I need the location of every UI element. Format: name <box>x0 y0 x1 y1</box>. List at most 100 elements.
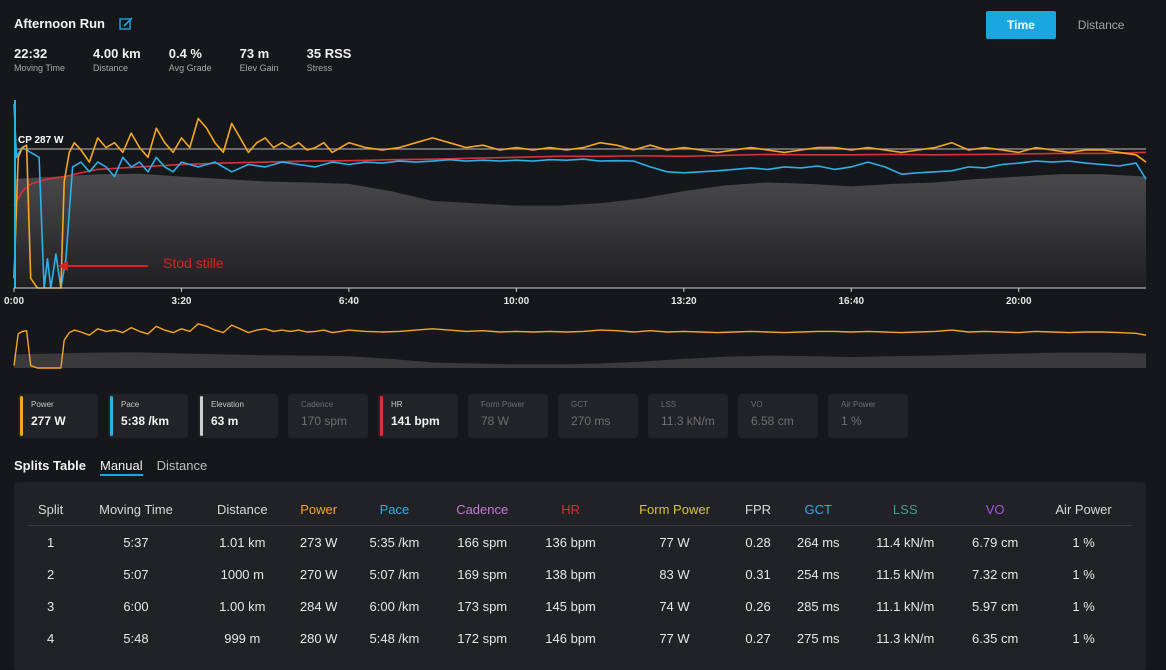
column-header[interactable]: LSS <box>855 494 956 526</box>
column-header[interactable]: FPR <box>734 494 782 526</box>
x-tick-label: 3:20 <box>171 296 191 307</box>
stat-label: Elev Gain <box>239 63 279 73</box>
table-row[interactable]: 2 5:07 1000 m 270 W 5:07 /km 169 spm 138 bpm 83… <box>28 558 1132 590</box>
distance-toggle-button[interactable]: Distance <box>1077 18 1125 32</box>
column-header[interactable]: Air Power <box>1035 494 1132 526</box>
table-row[interactable]: 1 5:37 1.01 km 273 W 5:35 /km 166 spm 136 bpm 7… <box>28 526 1132 559</box>
stat-item: 22:32 Moving Time <box>14 46 65 73</box>
time-toggle-button[interactable]: Time <box>986 11 1056 39</box>
column-header[interactable]: VO <box>955 494 1036 526</box>
column-header[interactable]: Form Power <box>614 494 735 526</box>
metric-cards: Power 277 W Pace 5:38 /km Elevation 63 m Caden… <box>18 394 908 438</box>
table-cell: 6:00 /km <box>369 598 420 614</box>
power-series-line <box>13 117 1147 289</box>
table-cell: 5:07 <box>123 566 149 582</box>
overview-chart[interactable] <box>0 314 1166 370</box>
table-cell: 0.26 <box>745 598 771 614</box>
table-cell: 4 <box>47 630 55 646</box>
table-cell: 145 bpm <box>545 598 596 614</box>
metric-label: Power <box>31 400 54 409</box>
stat-value: 22:32 <box>14 46 48 61</box>
metric-value: 1 % <box>841 414 862 428</box>
table-cell: 5:07 /km <box>369 566 420 582</box>
table-cell: 169 spm <box>457 566 508 582</box>
table-cell: 5:37 <box>123 534 149 550</box>
column-header[interactable]: Power <box>285 494 352 526</box>
column-header[interactable]: Cadence <box>437 494 527 526</box>
table-cell: 172 spm <box>457 630 508 646</box>
table-cell: 2 <box>47 566 55 582</box>
metric-value: 6.58 cm <box>751 414 794 428</box>
metric-value: 5:38 /km <box>121 414 170 428</box>
table-cell: 0.31 <box>745 566 771 582</box>
metric-card-elevation[interactable]: Elevation 63 m <box>198 394 278 438</box>
table-cell: 1 % <box>1072 598 1095 614</box>
column-header[interactable]: Distance <box>198 494 286 526</box>
stat-item: 73 m Elev Gain <box>240 46 279 73</box>
table-row[interactable]: 3 6:00 1.00 km 284 W 6:00 /km 173 spm 145 bpm 7… <box>28 590 1132 622</box>
metric-color-bar <box>20 396 23 436</box>
metric-value: 78 W <box>481 414 510 428</box>
metric-label: GCT <box>571 400 588 409</box>
elevation-area <box>14 173 1146 288</box>
table-cell: 1 % <box>1072 534 1095 550</box>
overview-power-line <box>13 323 1147 369</box>
table-cell: 273 W <box>299 534 338 550</box>
metric-card-pace[interactable]: Pace 5:38 /km <box>108 394 188 438</box>
table-cell: 1 % <box>1072 566 1095 582</box>
pace-series-line <box>13 103 1147 289</box>
metric-card-hr[interactable]: HR 141 bpm <box>378 394 458 438</box>
metric-card-lss[interactable]: LSS 11.3 kN/m <box>648 394 728 438</box>
activity-header: Afternoon Run <box>14 16 133 31</box>
stat-item: 0.4 % Avg Grade <box>169 46 212 73</box>
metric-card-cadence[interactable]: Cadence 170 spm <box>288 394 368 438</box>
metric-color-bar <box>380 396 383 436</box>
tab-distance[interactable]: Distance <box>156 458 208 473</box>
table-cell: 5:35 /km <box>369 534 420 550</box>
table-cell: 138 bpm <box>545 566 596 582</box>
table-cell: 146 bpm <box>545 630 596 646</box>
metric-card-form-power[interactable]: Form Power 78 W <box>468 394 548 438</box>
stat-value: 4.00 km <box>93 46 141 61</box>
table-cell: 11.5 kN/m <box>876 566 935 582</box>
tab-manual[interactable]: Manual <box>100 458 143 476</box>
table-row[interactable]: 4 5:48 999 m 280 W 5:48 /km 172 spm 146 bpm 77 … <box>28 622 1132 654</box>
x-tick-label: 10:00 <box>504 296 530 307</box>
activity-stats: 22:32 Moving Time 4.00 km Distance 0.4 % Avg … <box>14 46 379 73</box>
stat-value: 0.4 % <box>168 46 202 61</box>
table-header-row: Split Moving Time Distance Power Pace Cadence… <box>28 494 1132 526</box>
table-cell: 6.35 cm <box>972 630 1019 646</box>
metric-value: 170 spm <box>301 414 348 428</box>
column-header[interactable]: HR <box>527 494 615 526</box>
column-header[interactable]: Pace <box>351 494 438 526</box>
table-cell: 284 W <box>299 598 338 614</box>
main-chart[interactable]: CP 287 W 0:00 3:20 6:40 10:00 13:20 16:40 20:00… <box>0 96 1166 310</box>
table-cell: 0.28 <box>745 534 771 550</box>
metric-card-vo[interactable]: VO 6.58 cm <box>738 394 818 438</box>
table-cell: 0.27 <box>745 630 771 646</box>
column-header[interactable]: Split <box>28 494 74 526</box>
column-header[interactable]: GCT <box>781 494 856 526</box>
column-header[interactable]: Moving Time <box>73 494 199 526</box>
x-tick-label: 13:20 <box>671 296 697 307</box>
metric-value: 141 bpm <box>391 414 440 428</box>
metric-card-gct[interactable]: GCT 270 ms <box>558 394 638 438</box>
metric-label: Air Power <box>841 400 876 409</box>
table-cell: 264 ms <box>796 534 840 550</box>
table-cell: 173 spm <box>457 598 508 614</box>
stat-label: Stress <box>306 63 333 73</box>
metric-card-power[interactable]: Power 277 W <box>18 394 98 438</box>
table-cell: 11.3 kN/m <box>876 630 935 646</box>
annotation-arrow-head <box>58 261 68 271</box>
edit-icon[interactable] <box>119 16 133 31</box>
stat-label: Moving Time <box>14 63 66 73</box>
cp-label: CP 287 W <box>18 135 64 146</box>
table-cell: 11.4 kN/m <box>876 534 935 550</box>
table-cell: 999 m <box>224 630 261 646</box>
x-tick-label: 6:40 <box>339 296 359 307</box>
metric-card-air-power[interactable]: Air Power 1 % <box>828 394 908 438</box>
table-cell: 280 W <box>299 630 338 646</box>
metric-color-bar <box>200 396 203 436</box>
splits-table: Split Moving Time Distance Power Pace Cadence… <box>28 494 1132 654</box>
x-tick-label: 20:00 <box>1006 296 1032 307</box>
